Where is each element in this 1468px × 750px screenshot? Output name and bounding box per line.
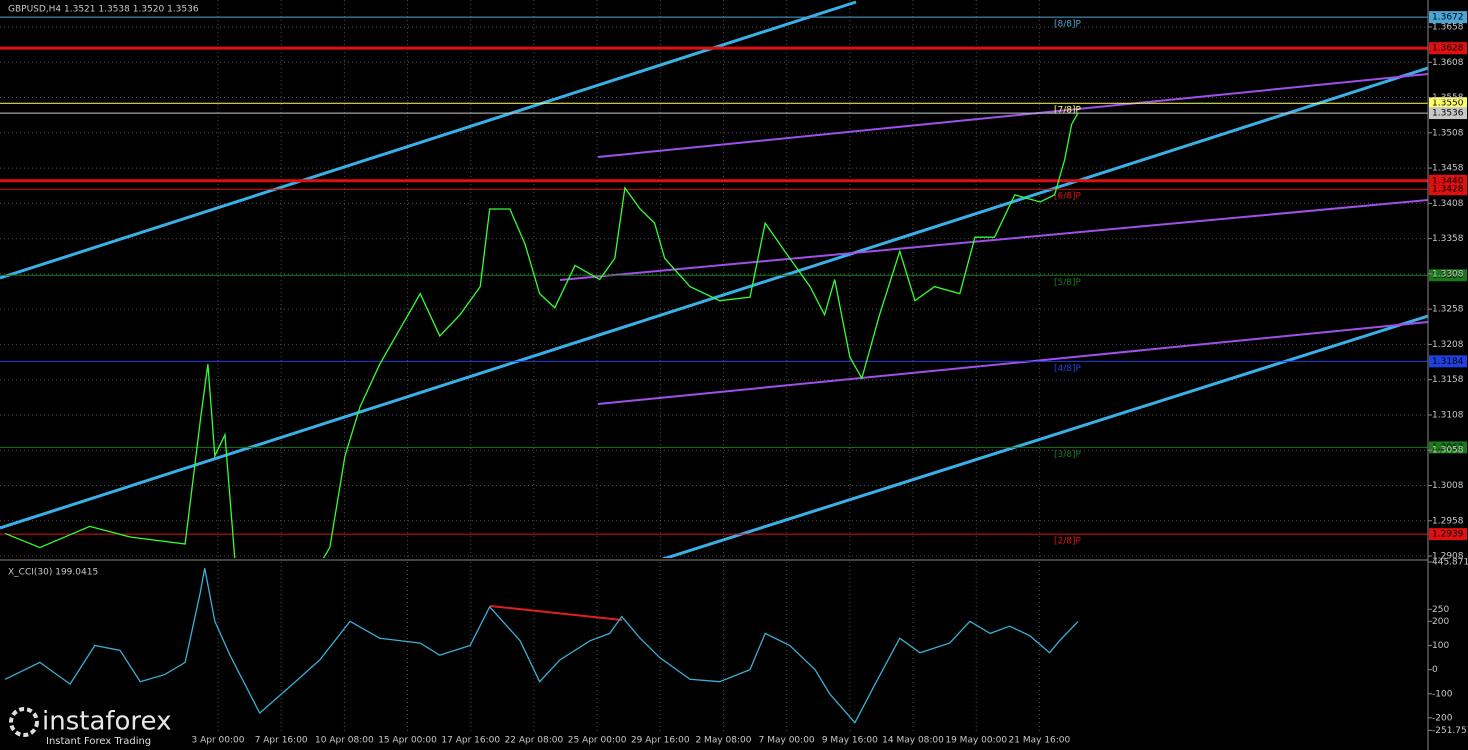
level-price-box bbox=[1429, 441, 1467, 454]
x-tick-label: 10 Apr 08:00 bbox=[315, 736, 374, 746]
level-price-box bbox=[1429, 355, 1467, 368]
price-line bbox=[4, 112, 1079, 558]
levels: 1.3672 [8/8]P 1.3628 1.3550 [7/8]P 1.3536 1.34… bbox=[0, 11, 1467, 547]
x-tick-label: 21 May 16:00 bbox=[1009, 736, 1071, 746]
x-tick-label: 22 Apr 08:00 bbox=[505, 736, 564, 746]
logo-icon bbox=[9, 707, 39, 737]
y-tick-label: 1.3058 bbox=[1432, 446, 1464, 456]
x-tick-label: 9 May 16:00 bbox=[822, 736, 878, 746]
x-tick-label: 2 May 08:00 bbox=[695, 736, 751, 746]
chart-title: GBPUSD,H4 1.3521 1.3538 1.3520 1.3536 bbox=[8, 5, 199, 15]
level-label: [4/8]P bbox=[1054, 364, 1082, 374]
regression-line bbox=[597, 73, 1428, 158]
x-tick-label: 15 Apr 00:00 bbox=[378, 736, 437, 746]
level-price-box bbox=[1429, 42, 1467, 55]
y-tick-label: 1.3208 bbox=[1432, 340, 1464, 350]
regression-line bbox=[597, 321, 1428, 405]
y-tick-label: 1.3508 bbox=[1432, 128, 1464, 138]
regression-line bbox=[559, 199, 1428, 281]
y-tick-label: -251.757 bbox=[1432, 726, 1468, 736]
level-label: [8/8]P bbox=[1054, 20, 1082, 30]
level-price: 1.3672 bbox=[1432, 13, 1464, 23]
y-tick-label: -100 bbox=[1432, 689, 1453, 699]
y-tick-label: -200 bbox=[1432, 713, 1453, 723]
brand: instaforex bbox=[42, 707, 171, 737]
y-tick-label: 1.3608 bbox=[1432, 58, 1464, 68]
y-tick-label: 0 bbox=[1432, 665, 1438, 675]
y-tick-label: 1.3308 bbox=[1432, 269, 1464, 279]
y-tick-label: 1.3458 bbox=[1432, 164, 1464, 174]
y-tick-label: 1.3658 bbox=[1432, 23, 1464, 33]
grid bbox=[0, 0, 1428, 732]
y-tick-label: 250 bbox=[1432, 605, 1449, 615]
y-tick-label: 1.3008 bbox=[1432, 481, 1464, 491]
y-tick-label: 1.3358 bbox=[1432, 234, 1464, 244]
level-price: 1.3428 bbox=[1432, 185, 1464, 195]
cci-plot bbox=[4, 568, 1079, 724]
y-tick-label: 200 bbox=[1432, 617, 1449, 627]
level-price-box bbox=[1429, 183, 1467, 196]
x-tick-label: 14 May 08:00 bbox=[882, 736, 944, 746]
y-tick-label: 1.3258 bbox=[1432, 305, 1464, 315]
level-price: 1.3536 bbox=[1432, 109, 1464, 119]
x-tick-label: 29 Apr 16:00 bbox=[631, 736, 690, 746]
y-tick-label: 1.2958 bbox=[1432, 516, 1464, 526]
x-tick-label: 17 Apr 16:00 bbox=[441, 736, 500, 746]
indicator-title: X_CCI(30) 199.0415 bbox=[8, 568, 98, 578]
level-price-box bbox=[1429, 107, 1467, 120]
level-price-box bbox=[1429, 269, 1467, 282]
y-tick-label: 100 bbox=[1432, 641, 1449, 651]
price-line bbox=[4, 568, 1079, 724]
y-tick-label: 1.3158 bbox=[1432, 375, 1464, 385]
x-tick-label: 25 Apr 00:00 bbox=[568, 736, 627, 746]
level-price: 1.3306 bbox=[1432, 271, 1464, 281]
level-price-box bbox=[1429, 11, 1467, 24]
level-price: 1.3062 bbox=[1432, 443, 1464, 453]
watermark: instaforex Instant Forex Trading bbox=[2, 704, 180, 748]
x-tick-label: 3 Apr 00:00 bbox=[192, 736, 245, 746]
axes: 3 Apr 00:00 7 Apr 16:00 10 Apr 08:00 15 Apr… bbox=[192, 23, 1468, 746]
level-price: 1.3550 bbox=[1432, 99, 1464, 109]
price-plot bbox=[4, 112, 1079, 558]
tagline: Instant Forex Trading bbox=[46, 736, 151, 747]
level-label: [6/8]P bbox=[1054, 192, 1082, 202]
level-label: [5/8]P bbox=[1054, 278, 1082, 288]
y-tick-label: 1.3558 bbox=[1432, 93, 1464, 103]
level-price-box bbox=[1429, 528, 1467, 541]
level-price: 1.3628 bbox=[1432, 44, 1464, 54]
level-price: 1.3184 bbox=[1432, 357, 1464, 367]
x-tick-label: 7 Apr 16:00 bbox=[255, 736, 308, 746]
level-label: [3/8]P bbox=[1054, 450, 1082, 460]
level-price: 1.3440 bbox=[1432, 176, 1464, 186]
level-label: [7/8]P bbox=[1054, 106, 1082, 116]
divergence-line bbox=[489, 605, 623, 621]
y-tick-label: 1.2908 bbox=[1432, 552, 1464, 562]
y-tick-label: 1.3408 bbox=[1432, 199, 1464, 209]
channel-line bbox=[661, 314, 1428, 558]
level-price-box bbox=[1429, 97, 1467, 110]
level-label: [2/8]P bbox=[1054, 537, 1082, 547]
y-tick-label: 1.3108 bbox=[1432, 410, 1464, 420]
x-tick-label: 19 May 00:00 bbox=[945, 736, 1007, 746]
y-tick-label: 445.8715 bbox=[1432, 558, 1468, 568]
level-price: 1.2939 bbox=[1432, 530, 1464, 540]
x-tick-label: 7 May 00:00 bbox=[759, 736, 815, 746]
